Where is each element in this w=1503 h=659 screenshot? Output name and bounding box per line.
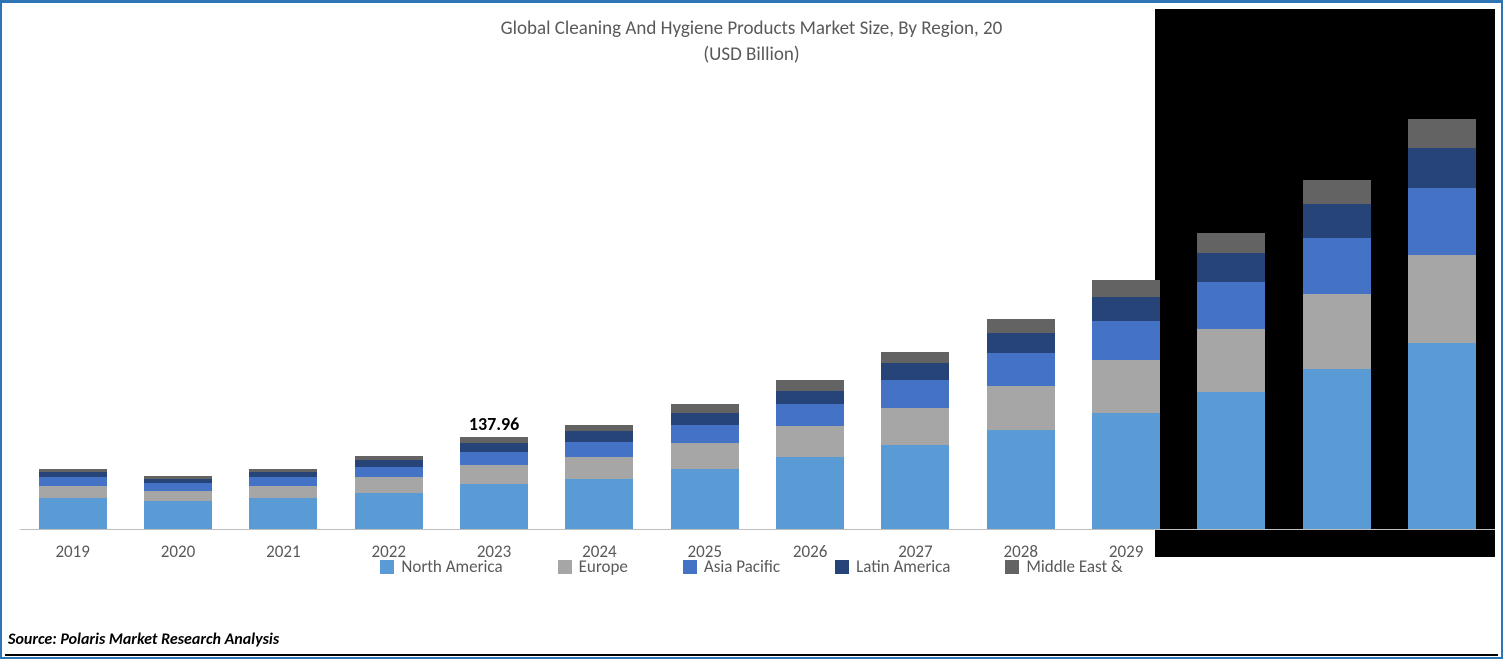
bar-segment (565, 457, 633, 479)
bar-segment (39, 498, 107, 530)
x-axis-line (20, 529, 1495, 530)
bar-segment (144, 483, 212, 491)
bar-segment (987, 386, 1055, 430)
legend-label: North America (401, 556, 502, 577)
bar-segment (1408, 343, 1476, 530)
bar-segment (1092, 360, 1160, 413)
bar-segment (39, 486, 107, 498)
bar-segment (776, 380, 844, 390)
bar-segment (881, 380, 949, 407)
bottom-rule (5, 654, 1498, 656)
bar-segment (565, 431, 633, 441)
bar-segment (671, 425, 739, 444)
bars-row: 137.96 (20, 105, 1495, 530)
bar-segment (355, 460, 423, 467)
bar-segment (144, 491, 212, 501)
legend-item: North America (380, 556, 502, 577)
bar-segment (671, 469, 739, 530)
bar-group (249, 469, 317, 530)
bar-group (671, 404, 739, 530)
bar-segment (1197, 282, 1265, 330)
bar-segment (355, 467, 423, 477)
bar-segment (881, 352, 949, 364)
bar-segment (671, 443, 739, 469)
chart-container: Global Cleaning And Hygiene Products Mar… (5, 5, 1498, 625)
bar-segment (144, 501, 212, 530)
bar-segment (1408, 188, 1476, 254)
bar-group (1303, 180, 1371, 530)
bar-segment (1092, 280, 1160, 297)
bar-segment (671, 413, 739, 425)
bar-segment (1408, 255, 1476, 343)
legend-label: Latin America (856, 556, 950, 577)
bar-group (776, 380, 844, 530)
bar-segment (1092, 413, 1160, 530)
bar-segment (776, 404, 844, 426)
bar-group (1197, 233, 1265, 530)
bar-segment (1197, 233, 1265, 253)
legend-item: Latin America (835, 556, 950, 577)
bar-segment (881, 445, 949, 530)
bar-segment (1303, 180, 1371, 204)
bar-segment (1303, 238, 1371, 294)
bar-segment (1408, 119, 1476, 148)
bar-segment (1092, 297, 1160, 321)
legend-swatch (1005, 560, 1019, 574)
bar-segment (355, 477, 423, 492)
bar-group (565, 425, 633, 530)
bar-segment (355, 493, 423, 530)
source-citation: Source: Polaris Market Research Analysis (8, 630, 279, 649)
bar-group (881, 352, 949, 530)
bar-segment (671, 404, 739, 413)
bar-segment (1303, 369, 1371, 531)
bar-segment (565, 425, 633, 432)
bar-group (144, 476, 212, 530)
bar-segment (249, 477, 317, 486)
bar-segment (987, 353, 1055, 385)
bar-segment (1408, 148, 1476, 189)
bar-segment (987, 319, 1055, 333)
legend-item: Europe (558, 556, 628, 577)
bar-segment (776, 457, 844, 530)
legend: North America Europe Asia Pacific Latin Ame… (5, 556, 1498, 577)
bar-segment (881, 408, 949, 445)
legend-item: Asia Pacific (683, 556, 780, 577)
bar-segment (565, 479, 633, 530)
bar-segment (1092, 321, 1160, 360)
plot-area: 137.96 201920202021202220232024202520262… (20, 105, 1495, 530)
bar-segment (776, 391, 844, 405)
bar-segment (776, 426, 844, 457)
bar-segment (987, 333, 1055, 353)
legend-label: Europe (579, 556, 628, 577)
legend-swatch (835, 560, 849, 574)
bar-group (1408, 119, 1476, 530)
legend-swatch (558, 560, 572, 574)
bar-group: 137.96 (460, 437, 528, 530)
bar-segment (460, 452, 528, 466)
bar-segment (460, 484, 528, 530)
bar-segment (565, 442, 633, 457)
bar-segment (249, 486, 317, 498)
bar-group (987, 319, 1055, 530)
bar-segment (1303, 204, 1371, 238)
bar-segment (39, 477, 107, 486)
legend-label: Middle East & (1026, 556, 1122, 577)
legend-label: Asia Pacific (704, 556, 780, 577)
data-label: 137.96 (469, 413, 519, 435)
bar-segment (1197, 253, 1265, 282)
bar-segment (460, 443, 528, 452)
bar-group (1092, 280, 1160, 530)
bar-group (39, 469, 107, 530)
legend-swatch (380, 560, 394, 574)
bar-segment (987, 430, 1055, 530)
bar-segment (1197, 392, 1265, 530)
bar-segment (249, 498, 317, 530)
bar-segment (460, 465, 528, 484)
bar-segment (1197, 329, 1265, 392)
legend-swatch (683, 560, 697, 574)
bar-segment (1303, 294, 1371, 369)
bar-group (355, 456, 423, 530)
legend-item: Middle East & (1005, 556, 1122, 577)
bar-segment (881, 363, 949, 380)
